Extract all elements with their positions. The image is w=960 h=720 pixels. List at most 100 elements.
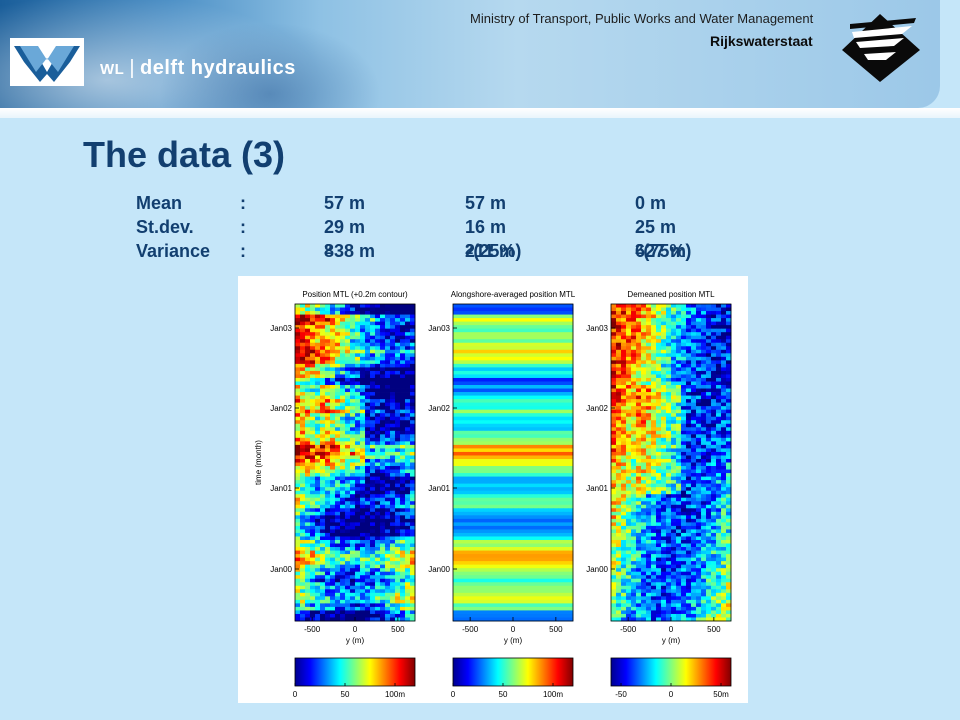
heatmap-cell [528,406,534,411]
heatmap-cell [300,321,306,326]
heatmap-cell [395,392,401,396]
heatmap-cell [360,610,366,615]
heatmap-cell [636,314,642,319]
heatmap-cell [365,589,371,594]
heatmap-cell [453,367,459,372]
heatmap-cell [468,423,474,428]
heatmap-cell [568,539,574,544]
heatmap-cell [315,487,321,492]
heatmap-cell [295,385,301,389]
heatmap-cell [523,511,529,516]
heatmap-cell [523,399,529,404]
heatmap-cell [543,571,549,576]
heatmap-cell [400,476,406,481]
heatmap-cell [528,617,534,622]
heatmap-cell [380,360,386,365]
heatmap-cell [390,610,396,615]
heatmap-cell [335,385,341,389]
heatmap-cell [410,392,416,396]
heatmap-cell [523,353,529,358]
heatmap-cell [390,321,396,326]
heatmap-cell [340,518,346,523]
heatmap-cell [721,328,727,333]
heatmap-cell [513,420,519,425]
heatmap-cell [538,328,544,333]
heatmap-cell [538,480,544,485]
heatmap-cell [305,561,311,566]
heatmap-cell [330,529,336,534]
heatmap-cell [558,441,564,446]
heatmap-cell [390,532,396,537]
heatmap-cell [355,367,361,372]
heatmap-cell [305,420,311,425]
heatmap-cell [558,547,564,551]
heatmap-cell [611,311,617,315]
heatmap-cell [375,318,381,323]
heatmap-cell [468,504,474,509]
heatmap-cell [340,501,346,506]
heatmap-cell [666,342,672,347]
heatmap-cell [721,318,727,323]
heatmap-cell [478,441,484,446]
heatmap-cell [558,399,564,404]
heatmap-cell [483,462,489,467]
heatmap-cell [528,395,534,400]
heatmap-cell [375,374,381,379]
heatmap-cell [671,363,677,368]
heatmap-cell [295,423,301,428]
heatmap-cell [646,307,652,312]
heatmap-cell [365,409,371,414]
heatmap-cell [300,501,306,506]
heatmap-cell [335,529,341,534]
heatmap-cell [543,318,549,323]
heatmap-cell [696,374,702,379]
heatmap-cell [508,550,514,555]
heatmap-cell [400,413,406,418]
heatmap-cell [533,536,539,541]
heatmap-cell [473,392,479,396]
heatmap-cell [410,346,416,351]
heatmap-cell [533,346,539,351]
heatmap-cell [543,360,549,365]
heatmap-cell [335,437,341,442]
heatmap-cell [463,363,469,368]
heatmap-cell [498,427,504,432]
heatmap-cell [543,413,549,418]
heatmap-cell [706,346,712,351]
heatmap-cell [676,321,682,326]
heatmap-cell [691,304,697,308]
heatmap-cell [295,575,301,580]
heatmap-cell [626,346,632,351]
heatmap-cell [380,582,386,587]
heatmap-cell [518,476,524,481]
heatmap-cell [563,409,569,414]
heatmap-cell [335,314,341,319]
heatmap-cell [513,547,519,551]
heatmap-cell [390,469,396,474]
heatmap-cell [503,349,509,354]
heatmap-cell [691,328,697,333]
heatmap-cell [345,360,351,365]
heatmap-cell [350,332,356,337]
heatmap-cell [528,469,534,474]
heatmap-cell [400,392,406,396]
heatmap-cell [488,395,494,400]
heatmap-cell [375,370,381,375]
heatmap-cell [340,529,346,534]
heatmap-cell [483,466,489,470]
heatmap-cell [400,321,406,326]
heatmap-cell [528,511,534,516]
heatmap-cell [666,304,672,308]
heatmap-cell [528,487,534,492]
heatmap-cell [621,370,627,375]
heatmap-cell [721,311,727,315]
heatmap-cell [636,385,642,389]
heatmap-cell [310,571,316,576]
heatmap-cell [508,363,514,368]
heatmap-cell [325,543,331,548]
heatmap-cell [558,561,564,566]
stat-value-number: 838 m [324,241,376,261]
heatmap-cell [453,504,459,509]
heatmap-cell [498,466,504,470]
heatmap-cell [468,599,474,604]
